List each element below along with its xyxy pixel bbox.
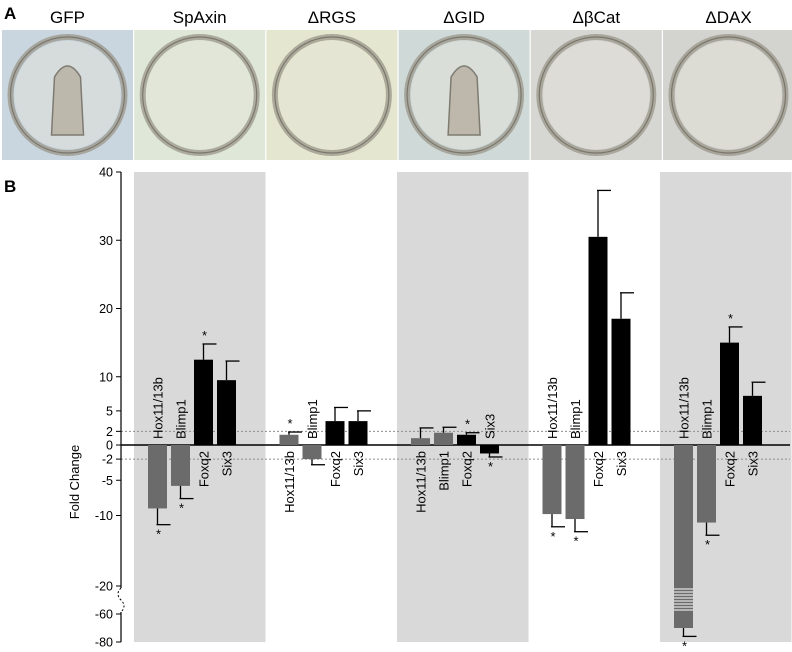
category-label: Six3 — [220, 451, 235, 476]
category-label: Six3 — [351, 451, 366, 476]
panel-a: A GFP SpAxin ΔRGS ΔGID ΔβCat ΔDAX — [2, 4, 792, 160]
embryo-label: GFP — [50, 8, 85, 27]
y-tick-label: -80 — [95, 636, 113, 650]
bar-ΔRGS-Hox11/13b — [279, 434, 299, 445]
category-label: Foxq2 — [197, 451, 212, 487]
category-label: Six3 — [483, 414, 498, 439]
y-tick-label: -5 — [102, 474, 113, 488]
embryo-photo-background — [266, 30, 398, 160]
y-tick-label: 40 — [99, 166, 113, 180]
y-tick-label: 5 — [106, 404, 113, 418]
bar-ΔGID-Hox11/13b — [411, 438, 430, 445]
category-label: Six3 — [746, 451, 761, 476]
category-label: Blimp1 — [568, 399, 583, 439]
bar-ΔRGS-Foxq2 — [325, 421, 345, 445]
y-tick-label: -20 — [95, 580, 113, 594]
bar-ΔRGS-Blimp1 — [302, 445, 322, 460]
panel-a-letter: A — [4, 4, 16, 23]
bar-ΔDAX-Hox11/13b — [674, 445, 693, 628]
significance-star: * — [705, 537, 710, 552]
significance-star: * — [573, 534, 578, 549]
embryo-membrane — [274, 36, 390, 154]
bar-ΔDAX-Six3 — [743, 395, 762, 445]
category-label: Blimp1 — [174, 399, 189, 439]
axis-break-mark — [117, 587, 125, 613]
significance-star: * — [202, 328, 207, 343]
panel-b-letter: B — [4, 177, 16, 196]
bar-SpAxin-Blimp1 — [171, 445, 190, 486]
bar-ΔRGS-Six3 — [348, 421, 368, 445]
embryo-photo-background — [530, 30, 662, 160]
y-tick-label: 20 — [99, 302, 113, 316]
embryo-body — [543, 41, 650, 149]
category-label: Foxq2 — [591, 451, 606, 487]
bar-SpAxin-Foxq2 — [194, 359, 213, 445]
bar-SpAxin-Six3 — [217, 380, 236, 445]
embryo-label: ΔRGS — [308, 8, 356, 27]
significance-star: * — [179, 501, 184, 516]
embryo-photo-background — [134, 30, 266, 160]
embryo-membrane — [538, 36, 654, 154]
embryo-label: ΔβCat — [573, 8, 621, 27]
bar-ΔDAX-Blimp1 — [697, 445, 716, 523]
bar-ΔGID-Foxq2 — [457, 434, 476, 445]
embryo-membrane — [142, 36, 258, 154]
significance-star: * — [465, 417, 470, 432]
embryo-body — [675, 41, 782, 149]
category-label: Blimp1 — [437, 451, 452, 491]
embryo-body — [146, 41, 253, 149]
category-label: Blimp1 — [700, 399, 715, 439]
y-tick-label: -10 — [95, 509, 113, 523]
embryo-membrane — [670, 36, 787, 154]
significance-star: * — [156, 527, 161, 542]
archenteron-gut — [50, 65, 85, 136]
category-label: Hox11/13b — [677, 377, 692, 439]
category-label: Hox11/13b — [151, 377, 166, 439]
significance-star: * — [488, 459, 493, 474]
significance-star: * — [682, 638, 687, 652]
bar-ΔβCat-Hox11/13b — [542, 445, 562, 515]
category-label: Hox11/13b — [282, 451, 297, 513]
y-tick-label: -60 — [95, 608, 113, 622]
y-tick-label: 2 — [106, 425, 113, 439]
y-tick-label: 0 — [106, 439, 113, 453]
bar-ΔβCat-Blimp1 — [565, 445, 585, 520]
bar-ΔGID-Blimp1 — [434, 432, 453, 445]
category-label: Six3 — [614, 451, 629, 476]
significance-star: * — [287, 416, 292, 431]
embryo-label: ΔDAX — [705, 8, 751, 27]
bar-SpAxin-Hox11/13b — [148, 445, 167, 509]
category-label: Foxq2 — [723, 451, 738, 487]
embryo-membrane — [406, 36, 522, 154]
category-label: Foxq2 — [460, 451, 475, 487]
category-label: Hox11/13b — [545, 377, 560, 439]
bar-ΔDAX-Foxq2 — [720, 342, 739, 445]
group-shade-2 — [397, 172, 529, 642]
embryo-label: SpAxin — [173, 8, 227, 27]
y-tick-label: -2 — [102, 453, 113, 467]
significance-star: * — [728, 311, 733, 326]
y-tick-label: 30 — [99, 234, 113, 248]
category-label: Hox11/13b — [414, 451, 429, 513]
archenteron-gut — [447, 65, 481, 136]
bar-ΔβCat-Six3 — [611, 318, 631, 445]
embryo-membrane — [9, 36, 126, 154]
significance-star: * — [550, 529, 555, 544]
bar-ΔβCat-Foxq2 — [588, 236, 608, 445]
embryo-label: ΔGID — [443, 8, 485, 27]
embryo-body — [278, 41, 385, 149]
category-label: Foxq2 — [328, 451, 343, 487]
bar-ΔGID-Six3 — [480, 445, 499, 454]
y-axis-label: Fold Change — [67, 445, 82, 519]
y-tick-label: 10 — [99, 370, 113, 384]
category-label: Blimp1 — [305, 399, 320, 439]
